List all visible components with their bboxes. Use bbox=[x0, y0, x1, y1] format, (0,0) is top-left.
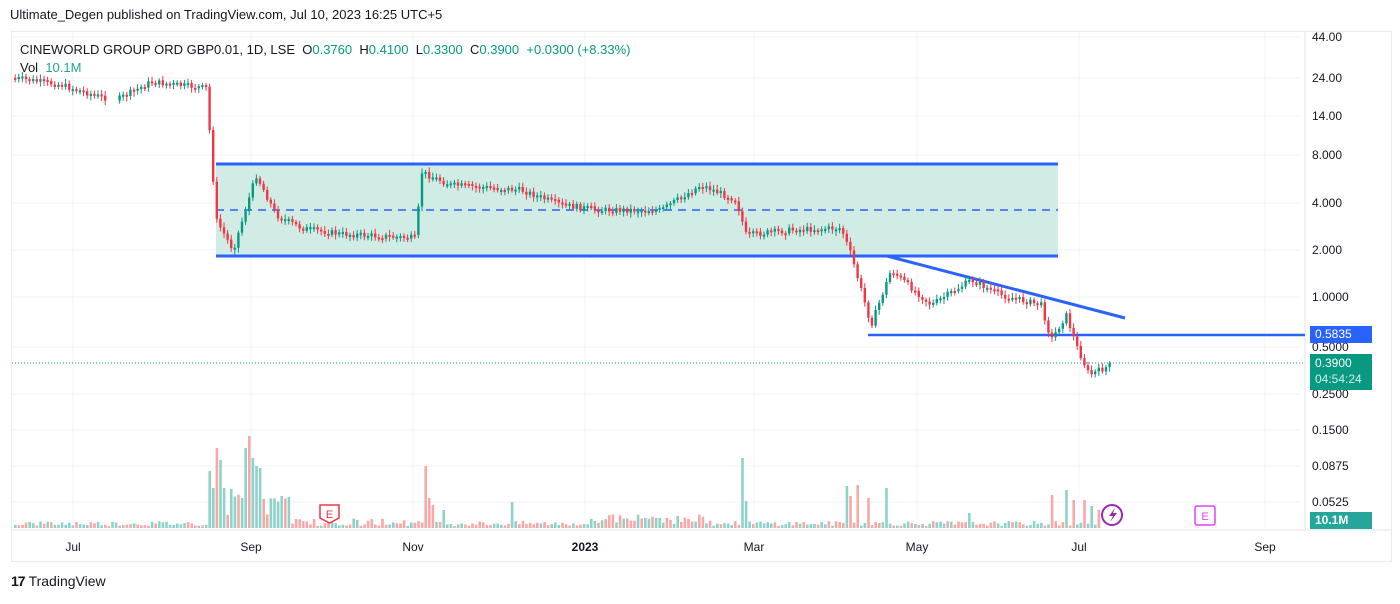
time-axis-label: Sep bbox=[240, 540, 262, 554]
earnings-marker-upcoming[interactable]: E bbox=[1194, 505, 1216, 526]
horizontal-line-price-tag: 0.5835 bbox=[1310, 326, 1372, 343]
price-axis-label: 2.000 bbox=[1312, 243, 1342, 257]
footer-brand[interactable]: 17 TradingView bbox=[11, 573, 106, 589]
close-value: 0.3900 bbox=[479, 42, 520, 57]
volume-legend[interactable]: Vol 10.1M bbox=[20, 60, 82, 75]
price-axis-label: 4.000 bbox=[1312, 196, 1342, 210]
trendline[interactable] bbox=[886, 254, 1126, 320]
high-value: 0.4100 bbox=[368, 42, 409, 57]
time-axis-label: May bbox=[906, 540, 929, 554]
price-axis-label: 0.2500 bbox=[1312, 387, 1349, 401]
price-axis-label: 44.00 bbox=[1312, 30, 1342, 44]
time-axis-label: Jul bbox=[1071, 540, 1086, 554]
price-axis-label: 1.0000 bbox=[1312, 290, 1349, 304]
time-axis-label: Sep bbox=[1254, 540, 1276, 554]
publisher-line: Ultimate_Degen published on TradingView.… bbox=[10, 7, 443, 22]
lightning-icon[interactable] bbox=[1101, 504, 1123, 526]
volume-value: 10.1M bbox=[45, 60, 82, 75]
symbol-title[interactable]: CINEWORLD GROUP ORD GBP0.01, 1D, LSE bbox=[20, 42, 295, 57]
price-axis-label: 0.0525 bbox=[1312, 495, 1349, 509]
svg-text:E: E bbox=[326, 509, 333, 521]
svg-text:E: E bbox=[1201, 511, 1208, 523]
tradingview-logo-icon: 17 bbox=[11, 573, 26, 589]
volume-tag: 10.1M bbox=[1310, 512, 1372, 529]
price-axis-label: 0.1500 bbox=[1312, 423, 1349, 437]
time-axis-label: Mar bbox=[744, 540, 765, 554]
price-axis-label: 14.00 bbox=[1312, 109, 1342, 123]
time-axis-label: 2023 bbox=[572, 540, 599, 554]
time-axis-label: Jul bbox=[65, 540, 80, 554]
price-axis-label: 0.0875 bbox=[1312, 459, 1349, 473]
bar-countdown: 04:54:24 bbox=[1315, 372, 1362, 386]
chart-frame bbox=[11, 31, 1392, 562]
low-value: 0.3300 bbox=[422, 42, 463, 57]
brand-name: TradingView bbox=[28, 573, 106, 589]
last-price: 0.3900 bbox=[1315, 356, 1352, 370]
ohlc-legend: CINEWORLD GROUP ORD GBP0.01, 1D, LSE O0.… bbox=[20, 42, 631, 57]
price-axis-label: 24.00 bbox=[1312, 71, 1342, 85]
last-price-tag: 0.3900 04:54:24 bbox=[1310, 354, 1372, 390]
price-axis-label: 0.5000 bbox=[1312, 340, 1349, 354]
open-value: 0.3760 bbox=[312, 42, 353, 57]
time-axis-label: Nov bbox=[402, 540, 423, 554]
earnings-marker[interactable]: E bbox=[319, 504, 340, 524]
change-value: +0.0300 (+8.33%) bbox=[526, 42, 631, 57]
price-axis-label: 8.000 bbox=[1312, 148, 1342, 162]
